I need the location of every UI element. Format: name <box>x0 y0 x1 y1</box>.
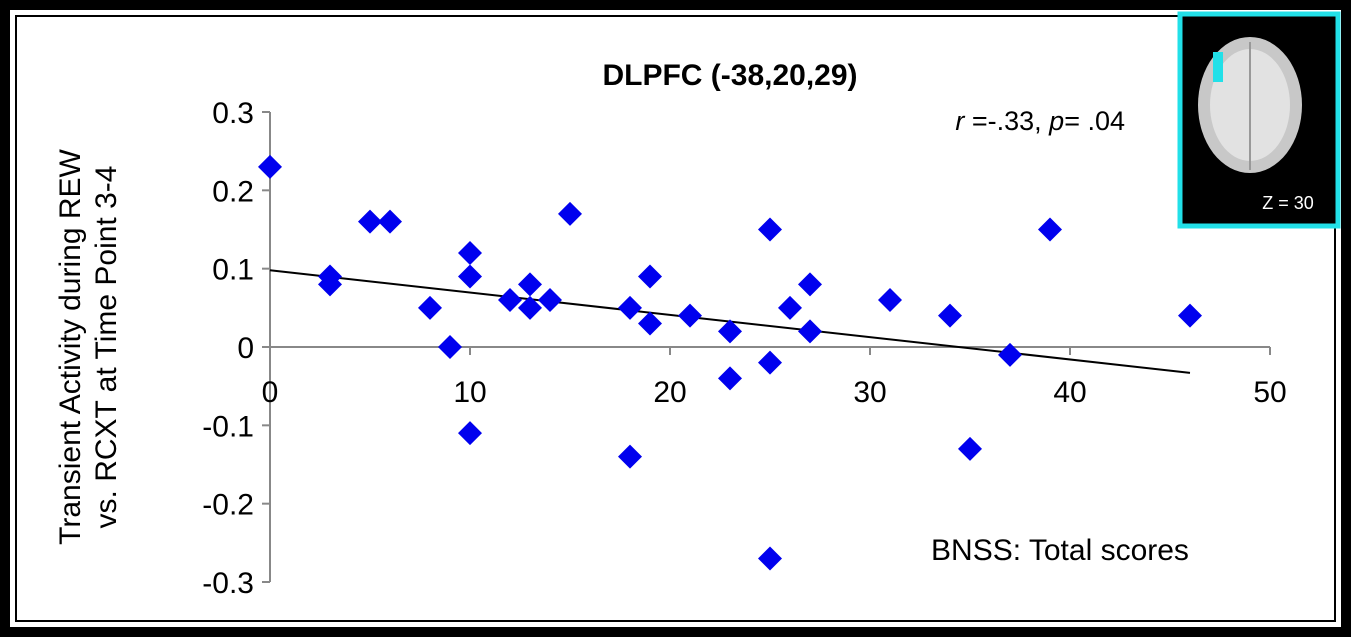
annotation-part: =-.33, <box>964 106 1049 136</box>
roi-blob <box>1213 52 1223 82</box>
y-tick-label: -0.1 <box>202 410 254 443</box>
annotation-part: = .04 <box>1064 106 1125 136</box>
x-tick-label: 50 <box>1253 376 1286 409</box>
y-tick-label: 0.3 <box>212 97 254 130</box>
chart: Z = 30 DLPFC (-38,20,29) r =-.33, p= .04… <box>0 0 1351 637</box>
x-axis-label: BNSS: Total scores <box>931 534 1189 567</box>
chart-title: DLPFC (-38,20,29) <box>602 59 857 92</box>
x-tick-label: 10 <box>453 376 486 409</box>
inset: Z = 30 <box>1180 14 1338 226</box>
y-tick-label: -0.2 <box>202 489 254 522</box>
y-tick-label: 0.1 <box>212 254 254 287</box>
x-tick-label: 30 <box>853 376 886 409</box>
inset-label: Z = 30 <box>1262 193 1314 213</box>
x-tick-label: 0 <box>262 376 279 409</box>
y-tick-label: -0.3 <box>202 567 254 600</box>
y-axis-label-line: vs. RCXT at Time Point 3-4 <box>90 166 123 529</box>
x-tick-label: 40 <box>1053 376 1086 409</box>
annotation-part: p <box>1048 106 1064 136</box>
annotation: r =-.33, p= .04 <box>955 106 1125 136</box>
y-axis-label-line: Transient Activity during REW <box>54 148 87 544</box>
y-tick-label: 0.2 <box>212 175 254 208</box>
y-tick-label: 0 <box>237 332 254 365</box>
x-tick-label: 20 <box>653 376 686 409</box>
